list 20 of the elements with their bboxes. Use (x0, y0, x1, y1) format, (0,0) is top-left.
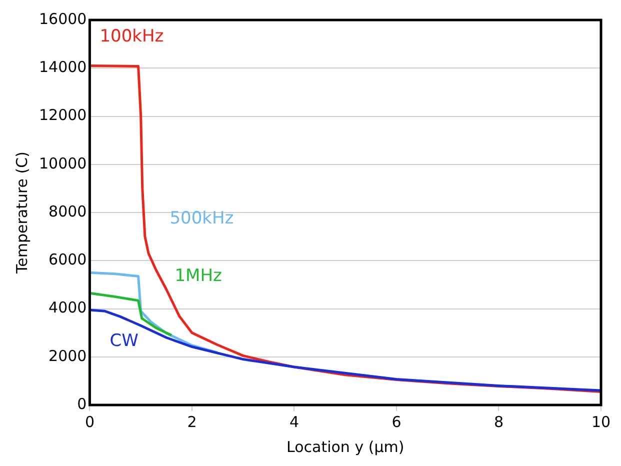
y-axis-title: Temperature (C) (12, 152, 31, 274)
series-label: 100kHz (100, 26, 164, 47)
x-axis-title: Location y (µm) (286, 438, 404, 456)
y-tick-label: 0 (77, 394, 87, 413)
y-tick-label: 16000 (39, 10, 87, 28)
y-tick-label: 12000 (39, 106, 87, 124)
x-tick-label: 4 (289, 412, 300, 431)
text: 1MHz (174, 266, 222, 286)
y-tick-label: 10000 (39, 154, 87, 172)
x-tick-label: 2 (187, 412, 197, 431)
text: 500kHz (170, 208, 234, 229)
series-label: CW (110, 330, 139, 351)
y-tick-label: 14000 (39, 58, 87, 76)
y-tick-label: 2000 (48, 346, 87, 365)
x-tick-label: 8 (494, 412, 504, 431)
y-tick-label: 8000 (48, 202, 87, 220)
x-tick-label: 6 (392, 412, 402, 431)
y-tick-label: 4000 (48, 298, 87, 317)
x-tick-label: 10 (591, 412, 611, 431)
y-tick-label: 6000 (48, 250, 87, 269)
